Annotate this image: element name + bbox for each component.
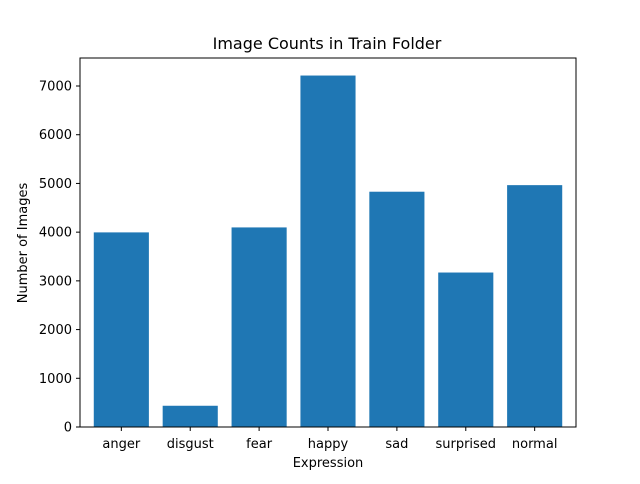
chart-title: Image Counts in Train Folder	[213, 34, 442, 53]
x-axis-ticks: anger disgust fear happy sad surprised normal	[102, 427, 557, 452]
x-tick-label-surprised: surprised	[435, 437, 496, 452]
y-tick-label-2000: 2000	[39, 323, 72, 338]
plot-frame	[79, 57, 577, 428]
y-tick-label-0: 0	[64, 421, 72, 436]
y-tick-label-7000: 7000	[39, 80, 72, 95]
x-axis-title: Expression	[293, 456, 364, 471]
bar-disgust	[162, 405, 218, 427]
y-tick-label-3000: 3000	[39, 274, 72, 289]
x-tick-label-fear: fear	[246, 437, 273, 452]
bar-happy	[300, 75, 356, 427]
y-tick-label-6000: 6000	[39, 128, 72, 143]
y-axis-title: Number of Images	[16, 183, 31, 304]
x-tick-label-happy: happy	[308, 437, 349, 452]
x-tick-label-disgust: disgust	[167, 437, 214, 452]
y-tick-label-4000: 4000	[39, 226, 72, 241]
bars-group	[93, 75, 563, 427]
bar-normal	[507, 185, 563, 427]
y-axis-ticks: 0 1000 2000 3000 4000 5000 6000 7000	[39, 80, 80, 436]
x-tick-label-normal: normal	[512, 437, 558, 452]
y-tick-label-5000: 5000	[39, 177, 72, 192]
y-tick-label-1000: 1000	[39, 372, 72, 387]
x-tick-label-anger: anger	[102, 437, 140, 452]
bar-anger	[93, 232, 149, 427]
bar-sad	[369, 191, 425, 427]
x-tick-label-sad: sad	[385, 437, 408, 452]
bar-surprised	[438, 272, 494, 427]
bar-fear	[231, 227, 287, 427]
